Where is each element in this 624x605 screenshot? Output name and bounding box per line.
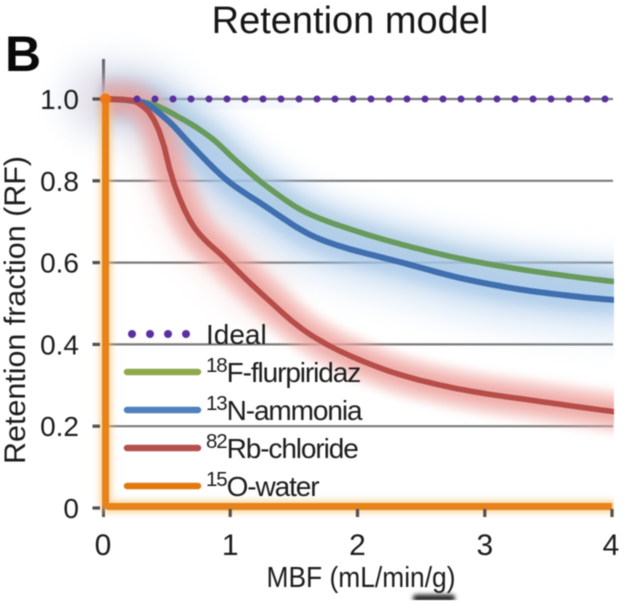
- svg-text:13N-ammonia: 13N-ammonia: [206, 392, 363, 426]
- svg-text:Ideal: Ideal: [206, 319, 267, 350]
- svg-text:1.0: 1.0: [40, 84, 79, 115]
- svg-text:0.6: 0.6: [40, 248, 79, 279]
- svg-text:B: B: [5, 26, 41, 82]
- svg-text:Retention fraction (RF): Retention fraction (RF): [0, 156, 32, 464]
- svg-text:MBF (mL/min/g): MBF (mL/min/g): [267, 562, 456, 594]
- svg-text:3: 3: [476, 529, 493, 562]
- svg-text:2: 2: [349, 529, 366, 562]
- svg-text:1: 1: [222, 529, 239, 562]
- svg-text:15O-water: 15O-water: [206, 468, 319, 502]
- svg-text:0: 0: [95, 529, 112, 562]
- svg-text:0: 0: [63, 493, 79, 524]
- svg-text:0.2: 0.2: [40, 411, 79, 442]
- svg-text:Retention model: Retention model: [212, 0, 489, 42]
- svg-text:82Rb-chloride: 82Rb-chloride: [206, 430, 358, 464]
- svg-text:18F-flurpiridaz: 18F-flurpiridaz: [206, 354, 360, 388]
- svg-text:0.4: 0.4: [40, 329, 79, 360]
- svg-text:0.8: 0.8: [40, 166, 79, 197]
- svg-text:4: 4: [603, 529, 620, 562]
